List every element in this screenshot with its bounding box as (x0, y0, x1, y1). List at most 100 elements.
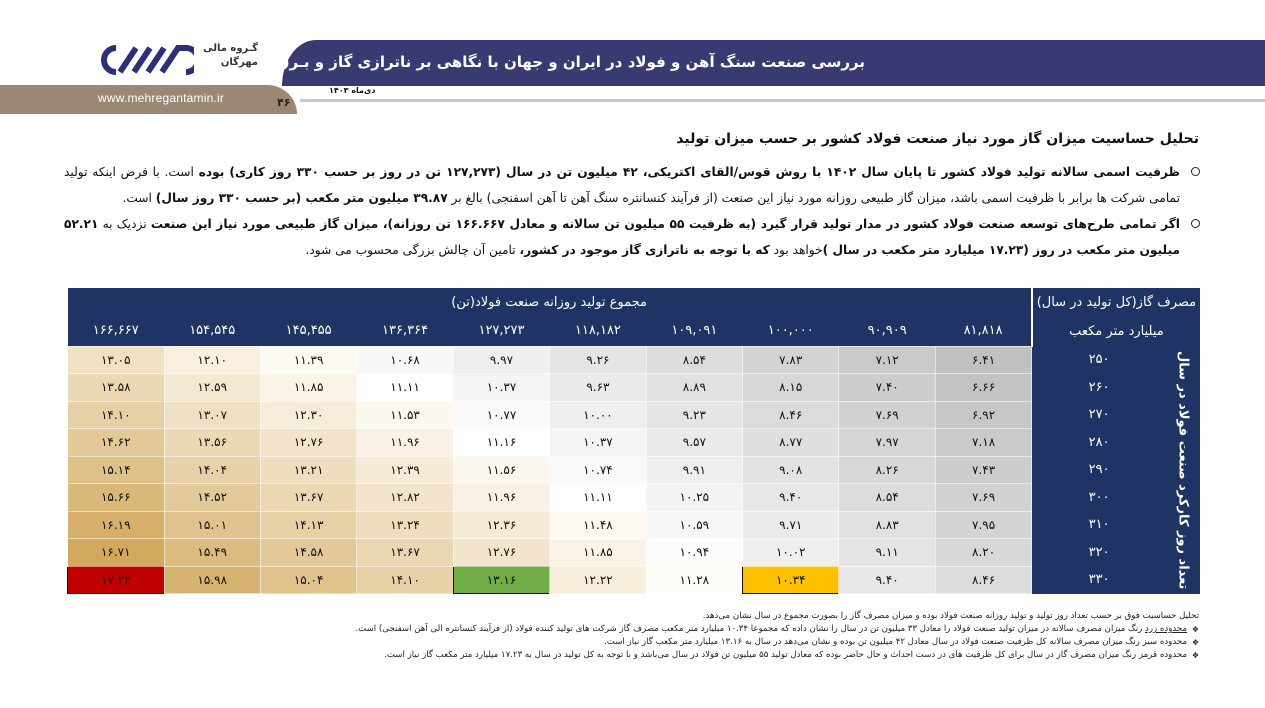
row-days-label: ۲۷۰ (1031, 401, 1200, 429)
value-cell: ۸.۵۴ (838, 483, 936, 512)
value-cell: ۷.۶۹ (838, 400, 936, 429)
value-cell-highlight-yellow: ۱۰.۳۴ (742, 565, 840, 594)
value-cell: ۱۳.۵۶ (163, 428, 261, 457)
value-cell: ۱۳.۵۸ (67, 373, 165, 402)
column-header: ۱۰۰,۰۰۰ (742, 316, 839, 346)
value-cell-highlight-red: ۱۷.۲۳ (67, 565, 165, 594)
website-url[interactable]: www.mehregantamin.ir (98, 91, 225, 105)
value-cell: ۱۲.۵۹ (163, 373, 261, 402)
value-cell: ۹.۷۱ (742, 510, 840, 539)
value-cell: ۹.۶۳ (549, 373, 647, 402)
value-cell: ۱۱.۸۵ (259, 373, 358, 402)
column-header: ۱۶۶,۶۶۷ (67, 316, 165, 346)
value-cell: ۱۴.۵۸ (259, 538, 358, 567)
value-cell: ۶.۶۶ (934, 373, 1033, 402)
value-cell: ۸.۸۹ (645, 373, 744, 402)
value-cell: ۱۲.۷۶ (259, 428, 358, 457)
row-days-label: ۳۲۰ (1031, 538, 1200, 566)
value-cell: ۱۲.۲۲ (549, 565, 647, 594)
value-cell: ۱۰.۳۷ (549, 428, 647, 457)
value-cell: ۹.۹۷ (452, 345, 551, 374)
value-cell: ۱۱.۵۳ (356, 400, 454, 429)
footnote-text: محدوده قرمز رنگ میزان مصرف گاز در سال بر… (384, 650, 1187, 660)
value-cell: ۱۵.۴۹ (163, 538, 261, 567)
value-cell: ۹.۴۰ (742, 483, 840, 512)
footnote-yellow: ❖ محدوده زرد رنگ میزان مصرف سالانه در می… (199, 623, 1199, 636)
value-cell: ۸.۴۶ (742, 400, 840, 429)
value-cell: ۱۱.۱۶ (452, 428, 551, 457)
logo-text-line2: مهرگان (220, 57, 258, 68)
value-cell: ۱۳.۶۷ (259, 483, 358, 512)
value-cell: ۹.۱۱ (838, 538, 936, 567)
value-cell: ۱۳.۶۷ (356, 538, 454, 567)
value-cell: ۱۵.۰۱ (163, 510, 261, 539)
value-cell: ۱۵.۶۶ (67, 483, 165, 512)
value-cell: ۱۰.۵۹ (645, 510, 744, 539)
value-cell: ۱۴.۰۴ (163, 455, 261, 484)
value-cell: ۸.۲۰ (934, 538, 1033, 567)
value-cell: ۹.۹۱ (645, 455, 744, 484)
footnote-intro: تحلیل حساسیت فوق بر حسب تعداد روز تولید … (702, 611, 1199, 621)
value-cell: ۶.۹۲ (934, 400, 1033, 429)
bullet-text: نزدیک به (98, 217, 151, 231)
report-title: بررسی صنعت سنگ آهن و فولاد در ایران و جه… (160, 53, 865, 71)
value-cell: ۱۵.۰۴ (259, 565, 358, 594)
value-cell: ۱۶.۱۹ (67, 510, 165, 539)
column-header: ۱۵۴,۵۴۵ (164, 316, 261, 346)
value-cell: ۱۱.۵۶ (452, 455, 551, 484)
table-row: ۳۱۰ ۷.۹۵ ۸.۸۳ ۹.۷۱ ۱۰.۵۹ ۱۱.۴۸ ۱۲.۳۶ ۱۳.۲۴ ۱۴.۱۳… (67, 510, 1200, 539)
diamond-bullet-icon: ❖ (1191, 651, 1199, 660)
value-cell: ۱۰.۷۴ (549, 455, 647, 484)
logo-text-line1: گـروه مالی (203, 43, 258, 54)
group-header: مجموع تولید روزانه صنعت فولاد(تن) (67, 288, 1032, 316)
value-cell: ۱۴.۵۲ (163, 483, 261, 512)
column-header: ۱۰۹,۰۹۱ (646, 316, 743, 346)
footnote-text: محدوده سبز رنگ میزان مصرف سالانه کل ظرفی… (604, 637, 1187, 647)
value-cell: ۸.۸۳ (838, 510, 936, 539)
value-cell: ۱۰.۷۷ (452, 400, 551, 429)
value-cell: ۱۰.۰۲ (742, 538, 840, 567)
bullet-text: خواهد بود (769, 243, 823, 257)
sensitivity-table: مصرف گاز(کل تولید در سال) مجموع تولید رو… (67, 288, 1200, 594)
value-cell: ۷.۸۳ (742, 345, 840, 374)
bullet-item-capacity: ظرفیت اسمی سالانه تولید فولاد کشور تا پا… (64, 159, 1200, 211)
table-row: ۲۵۰ ۶.۴۱ ۷.۱۲ ۷.۸۳ ۸.۵۴ ۹.۲۶ ۹.۹۷ ۱۰.۶۸ ۱۱.۳۹ ۱۲.… (67, 345, 1200, 374)
report-date: دی‌ماه ۱۴۰۳ (329, 86, 376, 95)
value-cell: ۱۳.۲۱ (259, 455, 358, 484)
value-cell: ۱۰.۹۴ (645, 538, 744, 567)
bullet-bold: ۳۹.۸۷ میلیون متر مکعب (بر حسب ۳۳۰ روز سا… (155, 191, 448, 205)
value-cell: ۱۳.۲۴ (356, 510, 454, 539)
value-cell: ۱۲.۳۰ (259, 400, 358, 429)
header-band (282, 40, 1265, 86)
company-logo-icon (101, 45, 194, 75)
value-cell: ۷.۹۵ (934, 510, 1033, 539)
bullet-circle-icon (1191, 167, 1200, 176)
corner-header: مصرف گاز(کل تولید در سال) (1030, 288, 1200, 316)
value-cell: ۱۵.۹۸ (163, 565, 261, 594)
table-row: ۲۹۰ ۷.۴۳ ۸.۲۶ ۹.۰۸ ۹.۹۱ ۱۰.۷۴ ۱۱.۵۶ ۱۲.۳۹ ۱۳.۲۱ ۱… (67, 455, 1200, 484)
column-header: ۱۱۸,۱۸۲ (549, 316, 647, 346)
value-cell: ۱۴.۱۰ (356, 565, 454, 594)
bullet-bold: ظرفیت اسمی سالانه تولید فولاد کشور تا پا… (198, 165, 1181, 179)
value-cell: ۱۳.۰۵ (67, 345, 165, 374)
value-cell: ۱۴.۶۲ (67, 428, 165, 457)
table-row: ۲۶۰ ۶.۶۶ ۷.۴۰ ۸.۱۵ ۸.۸۹ ۹.۶۳ ۱۰.۳۷ ۱۱.۱۱ ۱۱.۸۵ ۱۲… (67, 373, 1200, 402)
value-cell: ۱۲.۷۶ (452, 538, 551, 567)
value-cell: ۹.۰۸ (742, 455, 840, 484)
value-cell: ۱۱.۱۱ (356, 373, 454, 402)
bullet-item-expansion: اگر تمامی طرح‌های توسعه صنعت فولاد کشور … (64, 211, 1200, 263)
value-cell: ۱۰.۶۸ (356, 345, 454, 374)
value-cell: ۷.۱۸ (934, 428, 1033, 457)
bullet-bold: اگر تمامی طرح‌های توسعه صنعت فولاد کشور … (150, 217, 1180, 231)
row-days-label: ۳۱۰ (1031, 511, 1200, 539)
value-cell-highlight-green: ۱۳.۱۶ (452, 565, 551, 594)
column-header: ۹۰,۹۰۹ (838, 316, 936, 346)
bullet-bold: ۵۲.۲۱ میلیون متر مکعب در روز (۱۷.۲۳ میلی… (64, 217, 1180, 257)
page-number: ۴۶ (277, 96, 291, 109)
value-cell: ۶.۴۱ (934, 345, 1033, 374)
footnotes: تحلیل حساسیت فوق بر حسب تعداد روز تولید … (199, 610, 1199, 662)
bullet-list: ظرفیت اسمی سالانه تولید فولاد کشور تا پا… (64, 159, 1200, 263)
bullet-circle-icon (1191, 219, 1200, 228)
section-title: تحلیل حساسیت میزان گاز مورد نیاز صنعت فو… (676, 131, 1199, 147)
table-row: ۳۲۰ ۸.۲۰ ۹.۱۱ ۱۰.۰۲ ۱۰.۹۴ ۱۱.۸۵ ۱۲.۷۶ ۱۳.۶۷ ۱۴.۵… (67, 538, 1200, 567)
